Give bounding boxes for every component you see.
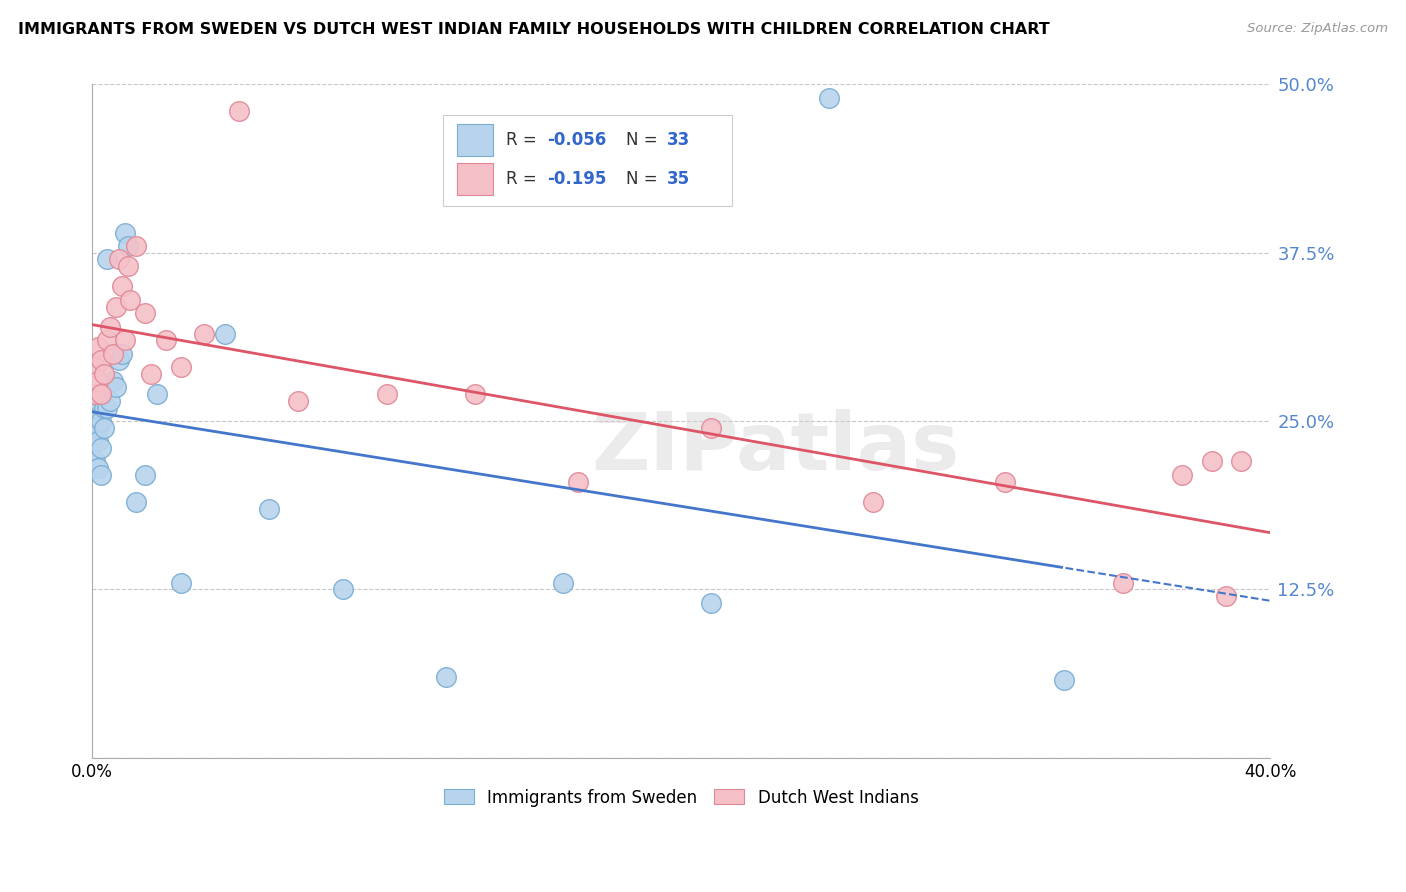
Point [84,387,107,401]
Point [107,252,129,267]
Text: 33: 33 [668,131,690,149]
Point [90,353,112,368]
Point [114,226,136,240]
Legend: Immigrants from Sweden, Dutch West Indians: Immigrants from Sweden, Dutch West India… [437,782,925,814]
Text: R =: R = [506,131,541,149]
Point [332,582,354,597]
Point [117,239,139,253]
Text: -0.056: -0.056 [547,131,606,149]
Point [93,421,115,435]
Point [90,387,112,401]
Text: IMMIGRANTS FROM SWEDEN VS DUTCH WEST INDIAN FAMILY HOUSEHOLDS WITH CHILDREN CORR: IMMIGRANTS FROM SWEDEN VS DUTCH WEST IND… [18,22,1050,37]
Point [87,461,110,475]
Point [1171,467,1194,482]
Point [1112,575,1135,590]
Point [146,387,169,401]
Point [120,293,142,307]
Point [98,393,121,408]
Text: N =: N = [626,131,662,149]
Point [464,387,486,401]
Point [87,340,110,354]
Point [700,421,723,435]
Point [125,495,148,509]
FancyBboxPatch shape [443,115,733,206]
Bar [457,124,492,156]
Text: 35: 35 [668,169,690,187]
Point [90,414,112,428]
Point [193,326,215,341]
Point [98,319,121,334]
Point [155,333,177,347]
Point [93,401,115,415]
Point [87,393,110,408]
Point [96,401,118,415]
Point [567,475,589,489]
Point [114,333,136,347]
Point [96,252,118,267]
Point [553,575,575,590]
Point [111,347,134,361]
Text: ZIPatlas: ZIPatlas [592,409,960,487]
Point [125,239,148,253]
Point [90,441,112,455]
Point [101,347,124,361]
Point [87,374,110,388]
Point [214,326,236,341]
Bar [457,162,492,194]
Point [817,91,839,105]
Point [87,421,110,435]
Point [84,360,107,375]
Point [1201,454,1223,468]
Point [134,306,156,320]
Point [117,259,139,273]
Point [111,279,134,293]
Point [700,596,723,610]
Point [84,454,107,468]
Point [1215,589,1237,603]
Point [87,434,110,449]
Point [434,670,457,684]
Point [134,467,156,482]
Point [862,495,884,509]
Point [84,427,107,442]
Point [228,104,250,119]
Point [139,367,162,381]
Point [93,367,115,381]
Point [104,300,127,314]
Point [287,393,309,408]
Text: Source: ZipAtlas.com: Source: ZipAtlas.com [1247,22,1388,36]
Point [375,387,398,401]
Text: -0.195: -0.195 [547,169,606,187]
Point [90,467,112,482]
Point [169,360,191,375]
Point [104,380,127,394]
Text: R =: R = [506,169,541,187]
Point [96,333,118,347]
Point [994,475,1017,489]
Point [84,401,107,415]
Point [169,575,191,590]
Point [101,374,124,388]
Text: N =: N = [626,169,662,187]
Point [1230,454,1253,468]
Point [257,501,280,516]
Point [107,353,129,368]
Point [1053,673,1076,687]
